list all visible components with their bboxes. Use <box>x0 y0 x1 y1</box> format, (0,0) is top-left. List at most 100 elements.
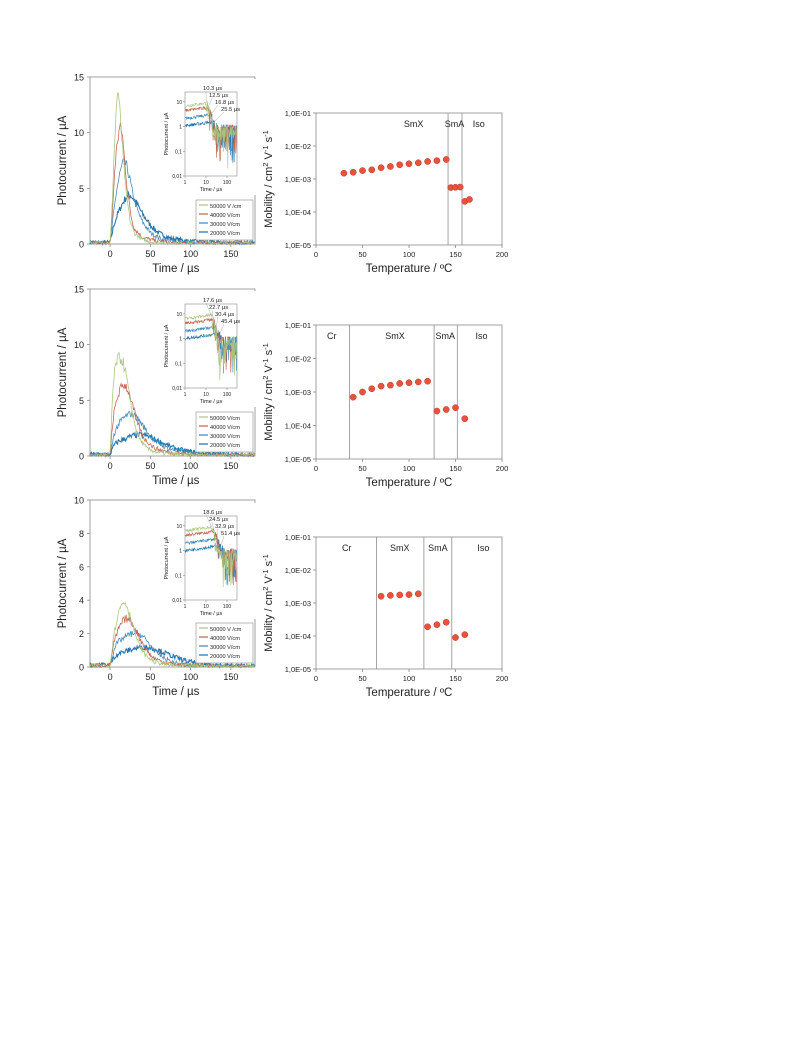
phase-label-sma: SmA <box>428 543 448 553</box>
y-axis-label-superscript: -1 <box>261 554 270 561</box>
x-tick-label: 150 <box>223 461 238 471</box>
transit-time-label-1: 22.7 µs <box>209 305 228 311</box>
inset-series-1 <box>185 529 237 586</box>
y-axis-label: Photocurrent / µA <box>57 115 69 205</box>
y-axis-label-part: s <box>263 560 275 569</box>
inset-y-axis-label: Photocurrent / µA <box>164 112 170 155</box>
y-axis-label-superscript: 2 <box>261 587 270 591</box>
y-tick-label: 15 <box>74 285 84 295</box>
inset-y-tick-label: 10 <box>176 312 182 318</box>
y-axis-label-superscript: -1 <box>261 145 270 152</box>
y-tick-label: 1,0E-01 <box>285 321 311 330</box>
series-line-2 <box>89 629 255 669</box>
legend-entry-3: 20000 V/cm <box>210 443 240 449</box>
legend-box <box>195 411 254 453</box>
annotation-leader-2 <box>216 528 219 539</box>
mobility-point <box>368 385 376 393</box>
inset-y-axis-label: Photocurrent / µA <box>164 324 170 367</box>
mobility-point <box>405 591 413 598</box>
transit-time-label-1: 12.5 µs <box>209 93 228 99</box>
inset-y-tick-label: 1 <box>179 337 182 343</box>
x-axis-label: Temperature / ºC <box>366 263 453 275</box>
x-tick-label: 100 <box>403 674 416 683</box>
y-axis-label-superscript: 2 <box>261 376 270 380</box>
y-tick-label: 1,0E-03 <box>285 599 311 608</box>
legend-entry-0: 50000 V/cm <box>210 416 240 422</box>
inset-frame <box>184 91 238 177</box>
mobility-point <box>387 592 394 599</box>
inset-background <box>152 503 274 619</box>
annotation-leader-1 <box>211 309 214 320</box>
inset-y-tick-label: 1 <box>179 549 182 555</box>
y-axis-label-part: s <box>263 349 275 358</box>
y-tick-label: 10 <box>74 496 84 506</box>
annotation-leader-3 <box>219 323 225 334</box>
series-line-0 <box>89 601 255 669</box>
phase-label-sma: SmA <box>436 331 456 341</box>
y-tick-label: 1,0E-05 <box>285 665 311 674</box>
mobility-point <box>387 163 394 170</box>
legend-entry-2: 30000 V/cm <box>210 645 240 651</box>
plot-frame <box>315 324 503 460</box>
mobility-point <box>461 631 469 638</box>
mobility-point <box>461 415 469 423</box>
y-tick-label: 1,0E-05 <box>285 455 311 464</box>
phase-label-iso: Iso <box>477 543 489 553</box>
mobility-point <box>424 377 431 385</box>
series-line-0 <box>89 351 255 458</box>
legend-entry-0: 50000 V /cm <box>210 627 242 633</box>
mobility-point <box>377 382 385 390</box>
x-tick-label: 0 <box>108 672 113 682</box>
phase-label-cr: Cr <box>327 331 337 341</box>
annotation-leader-3 <box>220 535 225 546</box>
inset-y-tick-label: 0,01 <box>172 598 182 604</box>
y-axis-label: Photocurrent / µA <box>57 538 69 628</box>
mobility-point <box>424 623 431 631</box>
y-tick-label: 4 <box>79 596 84 606</box>
mobility-point <box>466 196 473 203</box>
annotation-leader-1 <box>207 97 213 108</box>
mobility-point <box>424 158 431 165</box>
x-tick-label: 100 <box>183 461 198 471</box>
c-mobility-chart: 1,0E-05 1,0E-04 1,0E-03 1,0E-02 1,0E-01 0 50 10… <box>261 533 508 699</box>
x-tick-label: 100 <box>183 672 198 682</box>
y-tick-label: 1,0E-03 <box>285 388 311 397</box>
mobility-point <box>340 169 348 177</box>
inset-x-tick-label: 100 <box>223 604 232 610</box>
phase-label-iso: Iso <box>473 119 485 129</box>
y-tick-label: 1,0E-04 <box>285 632 311 641</box>
x-tick-label: 200 <box>496 674 509 683</box>
x-tick-label: 50 <box>358 464 366 473</box>
inset-traces <box>185 312 237 381</box>
inset-y-tick-label: 0,01 <box>172 386 182 392</box>
legend-entry-2: 30000 V/cm <box>210 222 240 228</box>
y-axis-label-superscript: -1 <box>261 569 270 576</box>
x-tick-label: 0 <box>314 464 318 473</box>
annotation-leader-3 <box>214 111 225 122</box>
inset-traces <box>185 525 237 588</box>
mobility-point <box>377 164 385 172</box>
legend-box <box>195 622 254 664</box>
mobility-point <box>396 591 404 599</box>
inset-y-tick-label: 1 <box>179 125 182 131</box>
inset-traces <box>185 101 237 169</box>
legend-entry-1: 40000 V/cm <box>210 425 240 431</box>
series-line-2 <box>89 157 255 246</box>
y-tick-label: 10 <box>74 340 84 350</box>
y-tick-label: 1,0E-02 <box>285 355 311 364</box>
mobility-point <box>452 404 459 412</box>
legend: 50000 V /cm 40000 V/cm 30000 V/cm 20000 V/c… <box>195 199 254 241</box>
inset-x-tick-label: 1 <box>184 604 187 610</box>
legend-box <box>195 199 254 241</box>
y-axis-label-part: Mobility / cm <box>263 167 275 228</box>
annotation-leader-0 <box>205 514 212 528</box>
x-tick-label: 0 <box>108 461 113 471</box>
mobility-point <box>442 156 450 163</box>
y-tick-label: 1,0E-01 <box>285 533 311 542</box>
a-mobility-chart: 1,0E-05 1,0E-04 1,0E-03 1,0E-02 1,0E-01 0 50 10… <box>261 109 508 275</box>
inset-x-tick-label: 10 <box>203 392 209 398</box>
y-tick-label: 1,0E-05 <box>285 241 311 250</box>
y-axis-label-part: Mobility / cm <box>263 380 275 441</box>
